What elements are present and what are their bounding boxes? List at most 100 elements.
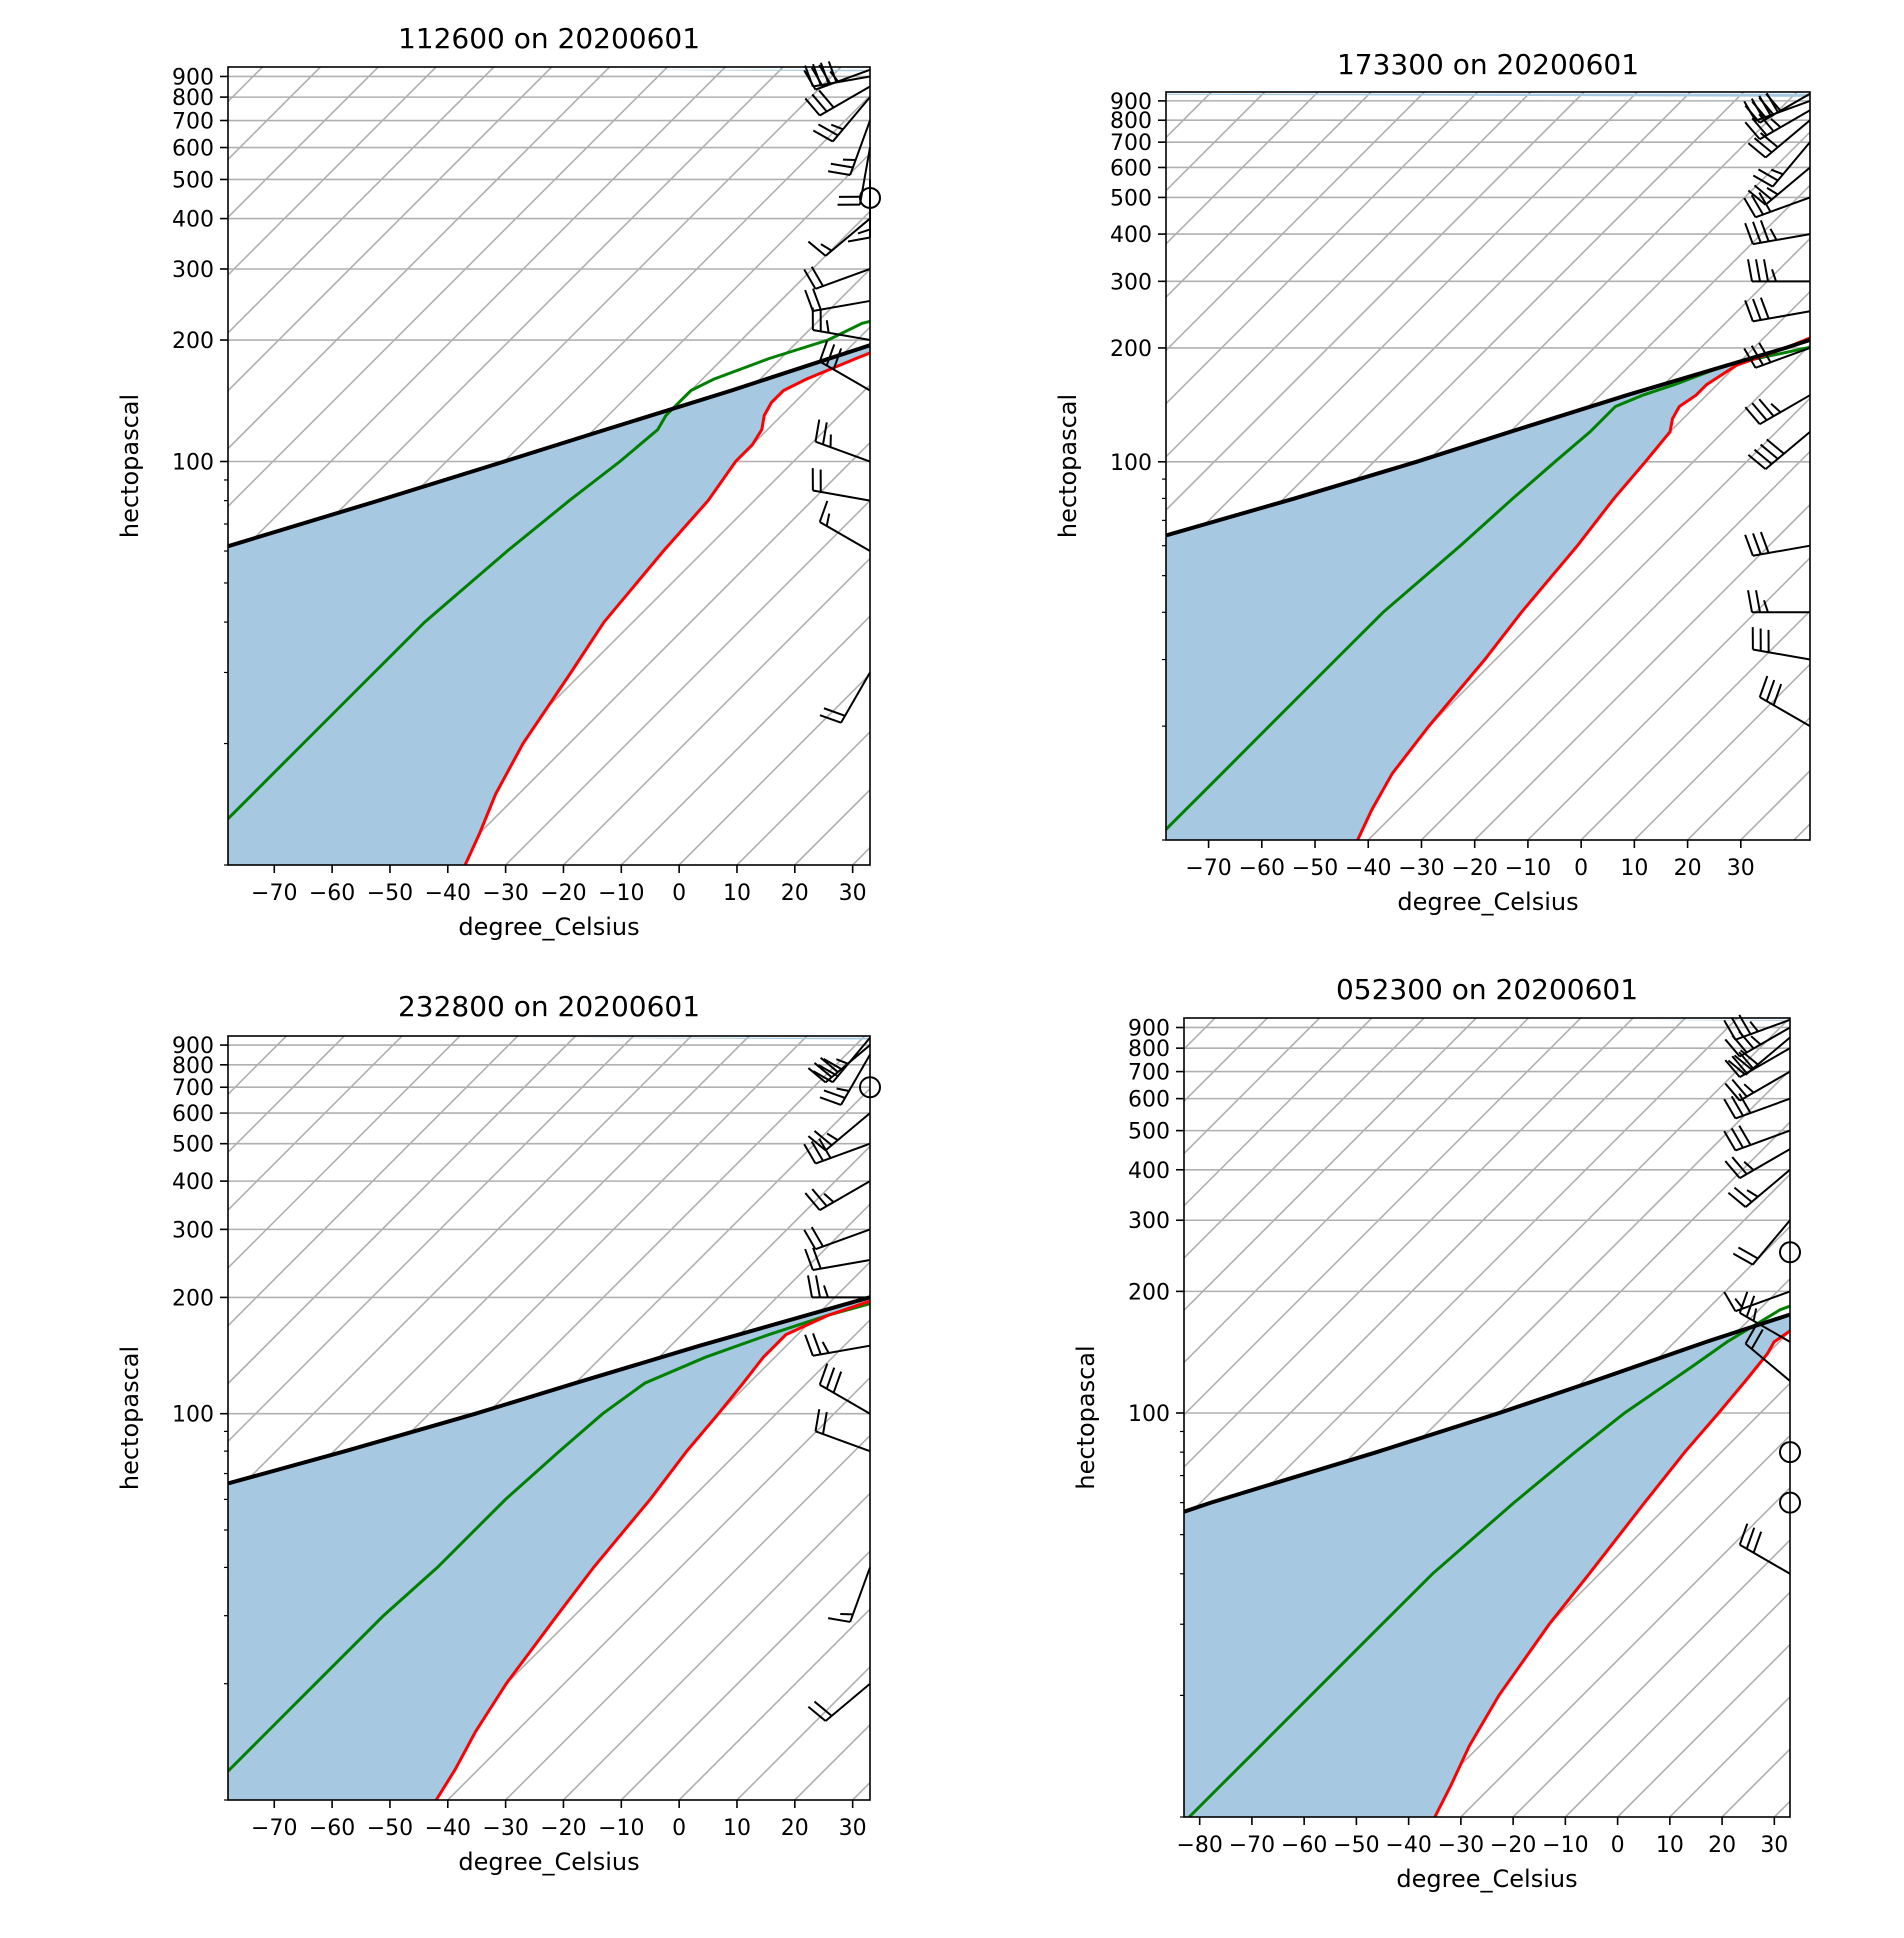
wind-barb-flag [826, 1132, 839, 1141]
wind-barb [1724, 1026, 1791, 1058]
wind-barb-flag [819, 1057, 839, 1073]
isotherm [1773, 1800, 1790, 1817]
y-tick-label: 500 [172, 1133, 214, 1158]
wind-barb-flag [815, 1275, 821, 1298]
y-tick-label: 100 [172, 451, 214, 476]
wind-barb-flag [1744, 300, 1754, 322]
y-tick-label: 500 [1128, 1120, 1170, 1145]
y-tick-label: 400 [1128, 1159, 1170, 1184]
y-tick-label: 300 [1128, 1209, 1170, 1234]
x-tick-label: 10 [723, 1816, 751, 1841]
x-tick-label: −10 [598, 881, 644, 906]
wind-barb-flag [1733, 1054, 1753, 1071]
wind-barb-flag [857, 228, 871, 235]
wind-barb-flag [1744, 222, 1754, 245]
x-tick-label: −30 [482, 881, 528, 906]
isotherm [505, 499, 870, 865]
wind-barb-flag [1747, 259, 1753, 282]
wind-barb-flag [1752, 1308, 1758, 1322]
wind-barb-flag [847, 236, 871, 243]
y-tick-label: 200 [1110, 337, 1152, 362]
dewpoint-line [1188, 1304, 1790, 1817]
wind-barb-flag [1771, 269, 1777, 282]
wind-barb-shaft [1735, 1097, 1791, 1120]
wind-barb-shaft [824, 1044, 871, 1084]
wind-barb-shaft [849, 120, 871, 176]
wind-barb-shaft [1739, 1148, 1791, 1179]
x-tick-label: −70 [1229, 1833, 1275, 1858]
y-tick-label: 500 [1110, 186, 1152, 211]
isotherm [1166, 92, 1372, 299]
wind-barb-flag [827, 1617, 851, 1623]
isotherm [1166, 92, 1745, 671]
wind-barb-flag [1766, 187, 1779, 196]
wind-barb-flag [810, 266, 824, 287]
wind-barb-shaft [1764, 119, 1811, 159]
wind-barb [1743, 191, 1811, 219]
wind-barb-flag [803, 1143, 817, 1165]
isotherm [1721, 1747, 1790, 1817]
wind-barb-flag [1759, 443, 1779, 460]
wind-barb-flag [827, 61, 838, 83]
x-tick-label: 20 [781, 881, 809, 906]
isotherm [1184, 1018, 1739, 1573]
wind-barb-shaft [819, 521, 871, 552]
isotherm [228, 1036, 634, 1443]
wind-barb [803, 1226, 871, 1251]
wind-barb-flag [1724, 1038, 1741, 1058]
isotherm [1184, 1018, 1686, 1521]
wind-barb-shaft [1759, 394, 1811, 426]
dewpoint-line [228, 1302, 870, 1774]
wind-barb-flag [1750, 194, 1764, 216]
y-tick-label: 100 [1110, 451, 1152, 476]
isotherm [1184, 1018, 1477, 1312]
wind-barb-flag [1758, 113, 1775, 132]
isotherm [1184, 1018, 1425, 1260]
wind-barb [811, 468, 871, 502]
wind-barb-shaft [1739, 1543, 1791, 1575]
wind-barb [807, 1112, 871, 1152]
dewpoint-line [1166, 345, 1810, 832]
y-tick-label: 900 [1110, 90, 1152, 115]
wind-barb [818, 500, 871, 552]
x-tick-label: 0 [672, 881, 686, 906]
x-axis-label: degree_Celsius [458, 1848, 639, 1876]
wind-barb-shaft [1759, 92, 1811, 124]
wind-barb-flag [807, 1275, 813, 1298]
wind-barb [818, 1363, 871, 1415]
wind-barb-flag [819, 1096, 842, 1106]
x-tick-label: −40 [425, 881, 471, 906]
wind-barb [1738, 1291, 1791, 1343]
wind-barb-shaft [1739, 1047, 1791, 1079]
isotherm [620, 1550, 870, 1800]
x-tick-label: 10 [723, 881, 751, 906]
wind-barb-flag [810, 1140, 824, 1162]
wind-barb-shaft [849, 1567, 871, 1623]
y-tick-label: 100 [172, 1403, 214, 1428]
wind-barb-flag [810, 1226, 824, 1247]
wind-barb-shaft [1755, 346, 1811, 369]
wind-barb-flag [818, 340, 829, 362]
isotherm [228, 1036, 519, 1327]
wind-barb-shaft [1752, 648, 1811, 661]
wind-barb-flag [825, 1367, 836, 1390]
parcel-profile-line [228, 1295, 870, 1486]
wind-barb-flag [1757, 168, 1779, 182]
wind-barb [804, 61, 871, 88]
y-tick-label: 900 [172, 1034, 214, 1059]
x-tick-label: −50 [1333, 1833, 1379, 1858]
wind-barb-shaft [858, 147, 871, 205]
isotherm [1367, 397, 1810, 840]
wind-barb-flag [1724, 1082, 1741, 1102]
chart-title: 052300 on 20200601 [1336, 973, 1638, 1006]
isotherm [1184, 1068, 1790, 1678]
wind-barb-shaft [815, 1142, 871, 1165]
wind-barb-flag [1738, 1125, 1752, 1146]
wind-barb-shaft [1755, 196, 1811, 219]
wind-barb-flag [1758, 398, 1775, 417]
x-axis-label: degree_Celsius [1397, 888, 1578, 916]
wind-barb-flag [1731, 1034, 1748, 1054]
isotherm [228, 67, 784, 624]
